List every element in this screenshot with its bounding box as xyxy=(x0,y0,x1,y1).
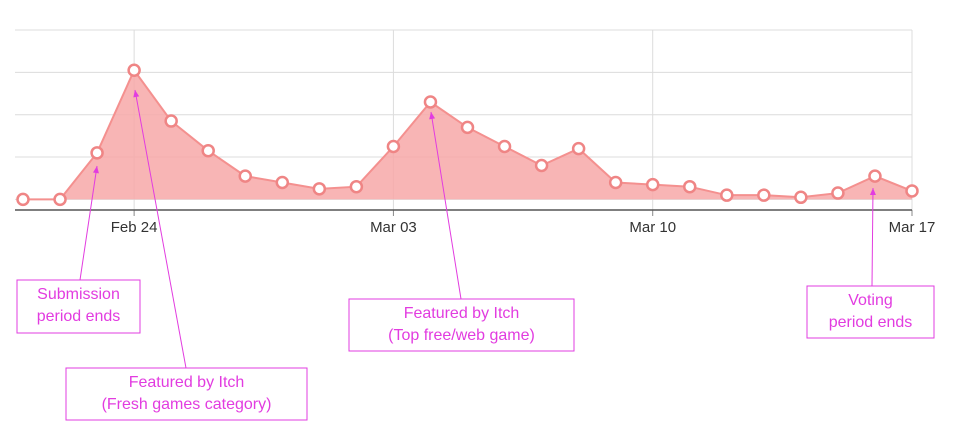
point xyxy=(386,139,401,154)
annotation-arrow xyxy=(134,89,187,369)
annotation-arrow xyxy=(79,165,98,281)
point xyxy=(164,114,178,128)
point xyxy=(16,192,30,207)
point xyxy=(201,143,215,158)
point xyxy=(127,63,141,77)
x-tick-label: Feb 24 xyxy=(111,219,158,236)
point xyxy=(423,95,438,109)
point xyxy=(238,169,252,183)
area xyxy=(23,70,912,200)
point xyxy=(757,188,771,202)
annotation-box xyxy=(806,285,935,339)
x-tick-label: Mar 03 xyxy=(370,219,417,236)
arrow-head xyxy=(869,188,876,196)
point xyxy=(794,190,808,205)
point xyxy=(53,192,67,207)
point xyxy=(349,179,364,194)
point xyxy=(905,184,919,198)
annotation-text: Featured by Itch xyxy=(129,374,245,391)
annotation-text: Featured by Itch xyxy=(404,305,520,322)
point xyxy=(312,182,327,196)
arrow-head xyxy=(429,112,436,120)
point xyxy=(534,158,549,173)
annotation-box xyxy=(16,279,141,334)
annotation-text: period ends xyxy=(829,314,913,331)
annotation-text: (Fresh games category) xyxy=(102,396,272,413)
point xyxy=(645,177,660,192)
point xyxy=(90,146,104,160)
point xyxy=(608,175,623,190)
point xyxy=(683,179,697,194)
annotation-arrow xyxy=(871,187,874,287)
point xyxy=(868,169,882,183)
arrow-head xyxy=(133,90,140,98)
point xyxy=(831,186,845,200)
annotation-text: (Top free/web game) xyxy=(388,327,535,344)
x-tick-label: Mar 17 xyxy=(889,219,936,236)
point xyxy=(497,139,512,154)
annotation-text: period ends xyxy=(37,308,121,325)
point xyxy=(720,188,734,202)
annotation-arrow xyxy=(430,111,462,300)
annotation-box xyxy=(65,367,308,421)
point xyxy=(275,175,290,190)
point xyxy=(571,141,586,156)
annotation-text: Voting xyxy=(848,292,892,309)
x-tick-label: Mar 10 xyxy=(629,219,676,236)
annotation-box xyxy=(348,298,575,352)
point xyxy=(460,120,475,135)
arrow-head xyxy=(93,166,99,174)
annotation-text: Submission xyxy=(37,286,120,303)
